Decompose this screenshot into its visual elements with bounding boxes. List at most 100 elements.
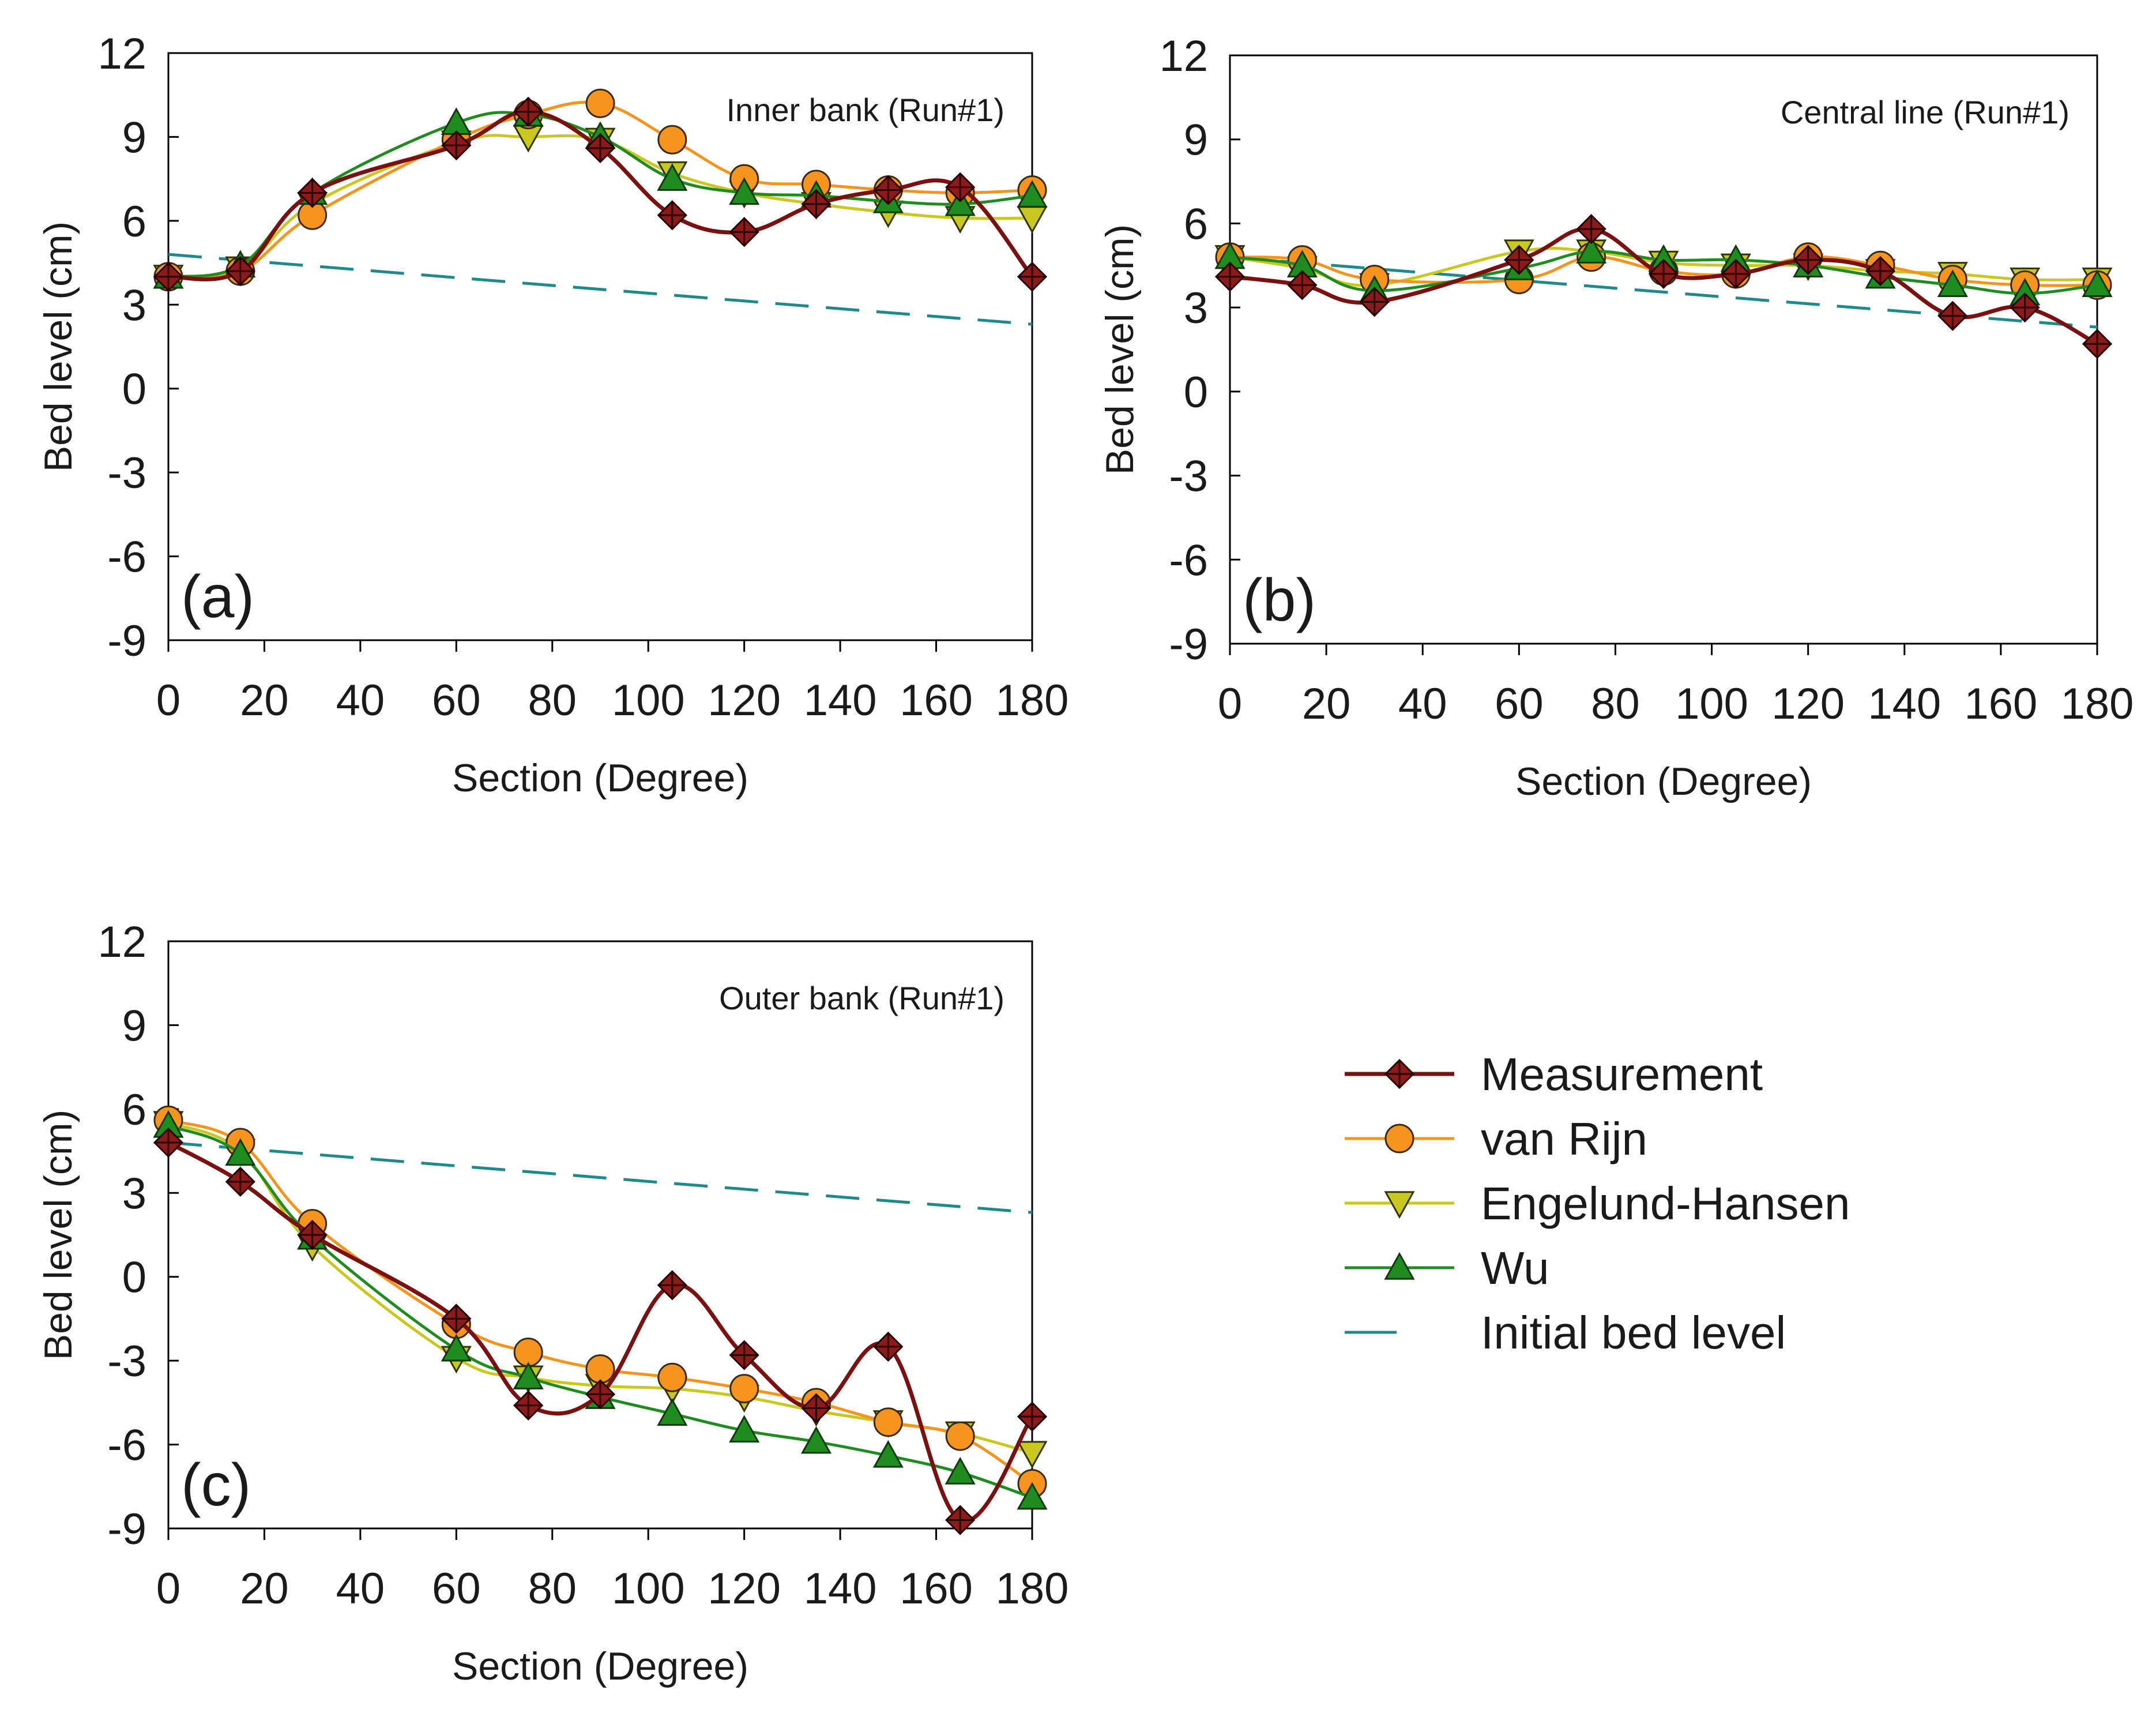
- legend-marker-wu: [1384, 1252, 1415, 1280]
- data-point-engelund_hansen: [1017, 1441, 1048, 1469]
- data-point-engelund_hansen: [513, 125, 544, 153]
- series-line-initial: [168, 1141, 1033, 1214]
- y-tick-label: 3: [122, 281, 146, 330]
- series-line-wu: [168, 1124, 1033, 1500]
- data-point-van_rijn: [945, 1421, 975, 1451]
- x-tick-label: 140: [1868, 679, 1941, 728]
- data-point-measurement: [1504, 245, 1534, 275]
- data-point-measurement-cross: [514, 1391, 543, 1419]
- data-point-wu: [872, 1440, 904, 1468]
- x-tick-label: 100: [612, 676, 685, 725]
- data-point-measurement-cross: [802, 190, 830, 218]
- data-point-measurement-cross: [2083, 330, 2111, 358]
- y-tick-label: 9: [122, 1001, 146, 1050]
- data-point-measurement: [513, 1390, 544, 1421]
- x-tick-label: 40: [336, 676, 385, 725]
- x-tick-label: 100: [1675, 679, 1748, 728]
- data-point-wu: [1017, 1482, 1048, 1510]
- x-tick-label: 180: [2061, 679, 2134, 728]
- x-tick-label: 180: [996, 1564, 1069, 1613]
- data-point-measurement: [801, 189, 831, 219]
- data-point-measurement-cross: [1939, 302, 1967, 330]
- data-point-wu: [513, 1362, 544, 1389]
- data-point-van_rijn: [585, 1354, 615, 1384]
- data-point-van_rijn: [585, 88, 615, 118]
- data-point-wu: [657, 163, 688, 191]
- legend-marker-van_rijn: [1384, 1124, 1414, 1154]
- data-point-measurement-cross: [155, 262, 182, 291]
- plot-frame: [167, 52, 1033, 641]
- data-point-wu: [945, 1456, 976, 1485]
- x-tick-label: 80: [528, 676, 577, 725]
- data-point-measurement-cross: [442, 131, 471, 159]
- data-point-measurement: [1865, 256, 1896, 287]
- data-point-measurement-cross: [1288, 271, 1316, 299]
- series-line-measurement: [167, 1140, 1034, 1523]
- x-tick-label: 100: [612, 1564, 685, 1613]
- data-point-measurement-cross: [298, 179, 326, 207]
- data-point-wu: [800, 1426, 832, 1454]
- chart-title: Inner bank (Run#1): [726, 92, 1004, 128]
- y-tick-label: 12: [1159, 32, 1208, 81]
- series-van_rijn: [153, 1105, 1047, 1498]
- data-point-measurement: [1214, 261, 1246, 292]
- data-point-wu: [1017, 180, 1048, 208]
- x-tick-label: 140: [804, 676, 877, 725]
- x-tick-label: 0: [156, 1564, 180, 1613]
- legend-label: van Rijn: [1481, 1113, 1647, 1164]
- data-point-measurement-cross: [802, 1394, 830, 1422]
- data-point-measurement-cross: [946, 1506, 974, 1534]
- x-axis-title: Section (Degree): [452, 756, 748, 800]
- data-point-measurement: [729, 217, 759, 247]
- data-point-measurement: [297, 178, 328, 208]
- data-point-measurement: [441, 130, 472, 161]
- x-tick-label: 120: [1771, 679, 1845, 728]
- data-point-measurement: [657, 1270, 687, 1301]
- data-point-measurement-cross: [1794, 246, 1822, 274]
- data-point-measurement-cross: [442, 1305, 471, 1333]
- data-point-measurement: [2010, 292, 2040, 323]
- chart-title: Outer bank (Run#1): [719, 980, 1004, 1016]
- data-point-measurement-cross: [658, 201, 686, 230]
- legend-marker-engelund_hansen: [1384, 1191, 1415, 1219]
- y-axis-title: Bed level (cm): [36, 221, 80, 472]
- series-wu: [153, 1110, 1048, 1510]
- data-point-measurement-cross: [226, 1167, 254, 1196]
- data-point-measurement: [153, 261, 184, 292]
- panel-label: (b): [1243, 567, 1316, 634]
- y-tick-label: 3: [122, 1169, 146, 1218]
- series-measurement: [153, 96, 1048, 292]
- data-point-measurement: [2082, 329, 2113, 359]
- plot-frame: [1229, 54, 2098, 645]
- series-measurement: [153, 1127, 1048, 1535]
- y-tick-label: 12: [97, 918, 146, 967]
- x-tick-label: 20: [240, 676, 289, 725]
- data-point-measurement-cross: [730, 218, 758, 246]
- plot-frame: [167, 940, 1033, 1530]
- legend-entry-wu: Wu: [1345, 1242, 1549, 1294]
- y-tick-label: -9: [107, 1505, 146, 1554]
- legend-entry-engelund_hansen: Engelund-Hansen: [1345, 1178, 1850, 1229]
- data-point-measurement: [585, 133, 616, 163]
- data-point-measurement: [1793, 245, 1823, 275]
- x-tick-label: 120: [708, 1564, 781, 1613]
- y-tick-label: 0: [122, 365, 146, 414]
- data-point-measurement-cross: [1018, 1403, 1046, 1431]
- data-point-measurement-cross: [1650, 260, 1677, 288]
- legend-marker-measurement-cross: [1386, 1060, 1413, 1088]
- data-point-van_rijn: [657, 1362, 687, 1392]
- x-tick-label: 160: [900, 1564, 973, 1613]
- data-point-measurement-cross: [1216, 262, 1244, 291]
- data-point-measurement: [1648, 258, 1679, 289]
- data-point-measurement-cross: [586, 134, 614, 162]
- data-point-measurement: [1017, 261, 1048, 292]
- x-axis-title: Section (Degree): [1515, 760, 1812, 803]
- legend-entry-van_rijn: van Rijn: [1345, 1113, 1647, 1164]
- data-point-measurement-cross: [946, 173, 974, 201]
- y-tick-label: -3: [107, 449, 146, 498]
- data-point-wu: [2082, 269, 2113, 297]
- data-point-wu: [1576, 235, 1607, 264]
- data-point-measurement-cross: [658, 1271, 686, 1299]
